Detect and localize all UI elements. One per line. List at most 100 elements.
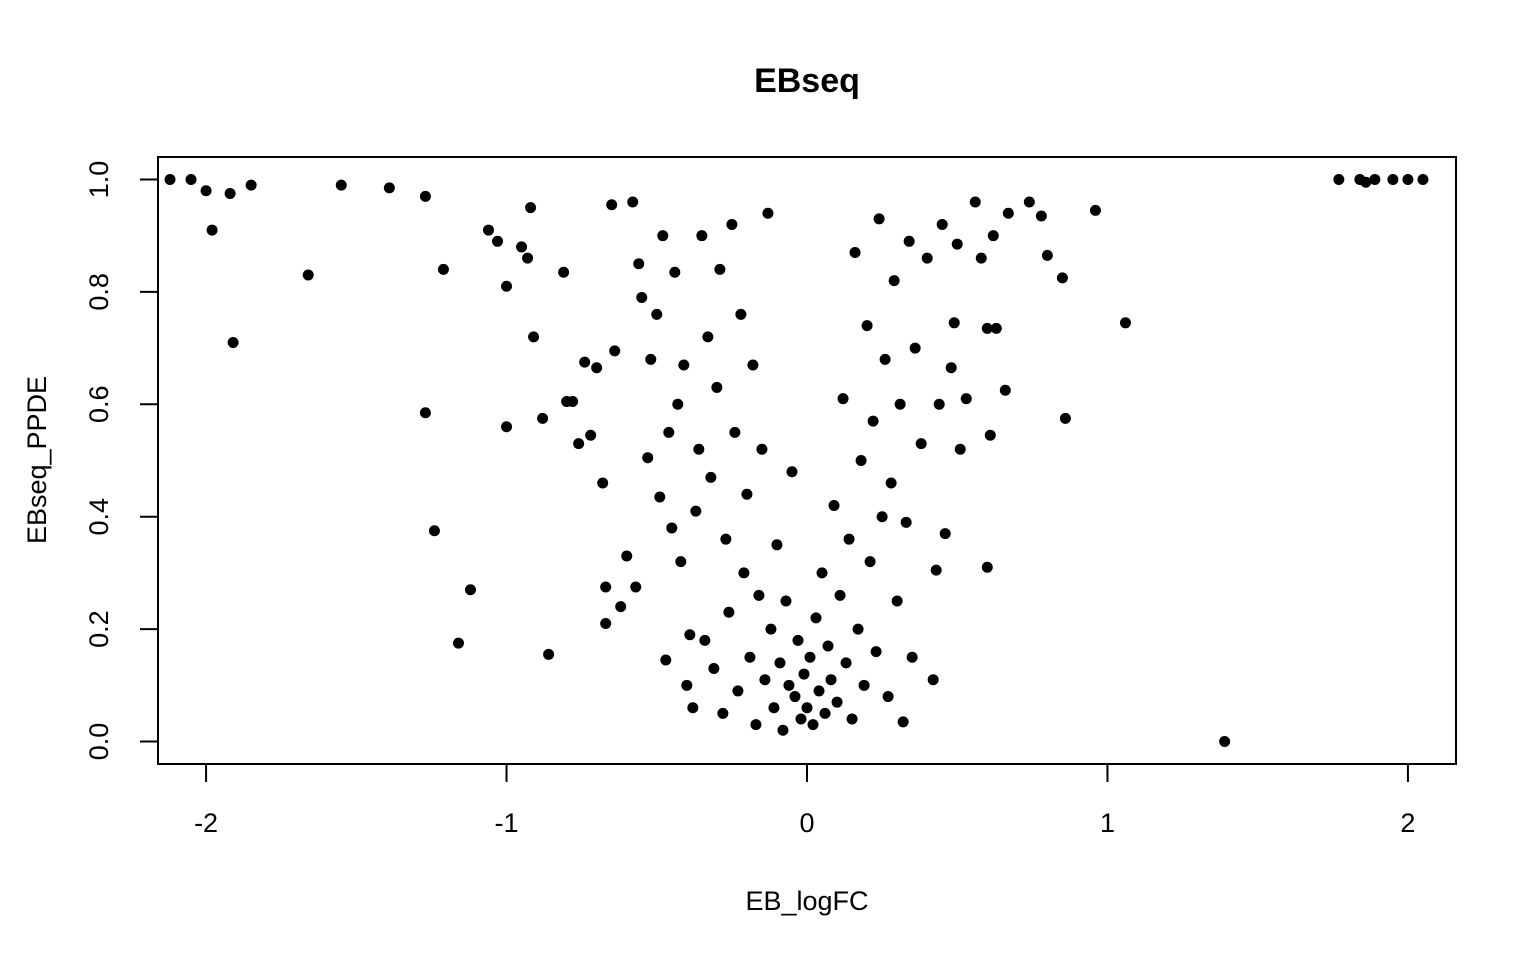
x-tick-label: -2 bbox=[194, 808, 218, 838]
data-point bbox=[807, 719, 819, 731]
data-point bbox=[780, 595, 792, 607]
data-point bbox=[419, 190, 431, 202]
data-point bbox=[768, 702, 780, 714]
data-point bbox=[525, 202, 537, 214]
data-point bbox=[999, 384, 1011, 396]
data-point bbox=[897, 716, 909, 728]
data-point bbox=[987, 230, 999, 242]
data-point bbox=[894, 398, 906, 410]
data-point bbox=[630, 581, 642, 593]
data-point bbox=[852, 623, 864, 635]
x-axis: -2 -1 0 1 2 bbox=[194, 763, 1415, 838]
data-point bbox=[501, 280, 513, 292]
data-point bbox=[558, 266, 570, 278]
y-axis: 0.0 0.2 0.4 0.6 0.8 1.0 bbox=[84, 161, 158, 760]
data-point bbox=[591, 362, 603, 374]
data-point bbox=[657, 230, 669, 242]
data-point bbox=[984, 429, 996, 441]
data-point bbox=[792, 634, 804, 646]
data-point bbox=[981, 561, 993, 573]
data-point bbox=[969, 196, 981, 208]
data-point bbox=[573, 438, 585, 450]
data-point bbox=[930, 564, 942, 576]
data-point bbox=[951, 238, 963, 250]
data-point bbox=[1089, 204, 1101, 216]
data-point bbox=[720, 533, 732, 545]
data-point bbox=[936, 218, 948, 230]
data-points bbox=[164, 173, 1429, 748]
data-point bbox=[777, 724, 789, 736]
data-point bbox=[666, 522, 678, 534]
data-point bbox=[1333, 173, 1345, 185]
data-point bbox=[939, 528, 951, 540]
data-point bbox=[200, 185, 212, 197]
data-point bbox=[801, 702, 813, 714]
data-point bbox=[1119, 317, 1131, 329]
data-point bbox=[948, 317, 960, 329]
data-point bbox=[690, 505, 702, 517]
data-point bbox=[738, 567, 750, 579]
data-point bbox=[1417, 173, 1429, 185]
data-point bbox=[675, 556, 687, 568]
data-point bbox=[224, 188, 236, 200]
data-point bbox=[419, 407, 431, 419]
data-point bbox=[789, 691, 801, 703]
data-point bbox=[302, 269, 314, 281]
data-point bbox=[663, 426, 675, 438]
data-point bbox=[227, 336, 239, 348]
data-point bbox=[900, 516, 912, 528]
data-point bbox=[522, 252, 534, 264]
data-point bbox=[729, 426, 741, 438]
data-point bbox=[708, 662, 720, 674]
data-point bbox=[873, 213, 885, 225]
data-point bbox=[684, 629, 696, 641]
data-point bbox=[606, 199, 618, 211]
data-point bbox=[1023, 196, 1035, 208]
data-point bbox=[879, 353, 891, 365]
data-point bbox=[843, 533, 855, 545]
data-point bbox=[636, 292, 648, 304]
data-point bbox=[771, 539, 783, 551]
data-point bbox=[585, 429, 597, 441]
data-point bbox=[714, 263, 726, 275]
data-point bbox=[825, 674, 837, 686]
data-point bbox=[750, 719, 762, 731]
data-point bbox=[783, 679, 795, 691]
data-point bbox=[909, 342, 921, 354]
chart-title: EBseq bbox=[754, 62, 860, 100]
data-point bbox=[975, 252, 987, 264]
data-point bbox=[600, 617, 612, 629]
data-point bbox=[906, 651, 918, 663]
data-point bbox=[621, 550, 633, 562]
data-point bbox=[774, 657, 786, 669]
data-point bbox=[600, 581, 612, 593]
data-point bbox=[483, 224, 495, 236]
data-point bbox=[762, 207, 774, 219]
data-point bbox=[645, 353, 657, 365]
data-point bbox=[861, 320, 873, 332]
data-point bbox=[981, 322, 993, 334]
data-point bbox=[543, 648, 555, 660]
x-tick-label: 1 bbox=[1100, 808, 1115, 838]
data-point bbox=[828, 499, 840, 511]
data-point bbox=[705, 471, 717, 483]
data-point bbox=[699, 634, 711, 646]
x-axis-label: EB_logFC bbox=[745, 886, 868, 916]
data-point bbox=[849, 247, 861, 259]
data-point bbox=[954, 443, 966, 455]
data-point bbox=[1035, 210, 1047, 222]
data-point bbox=[927, 674, 939, 686]
data-point bbox=[669, 266, 681, 278]
data-point bbox=[1059, 412, 1071, 424]
data-point bbox=[1369, 173, 1381, 185]
data-point bbox=[681, 679, 693, 691]
data-point bbox=[858, 679, 870, 691]
data-point bbox=[1387, 173, 1399, 185]
data-point bbox=[846, 713, 858, 725]
data-point bbox=[164, 173, 176, 185]
data-point bbox=[867, 415, 879, 427]
data-point bbox=[831, 696, 843, 708]
x-tick-label: -1 bbox=[495, 808, 519, 838]
data-point bbox=[813, 685, 825, 697]
